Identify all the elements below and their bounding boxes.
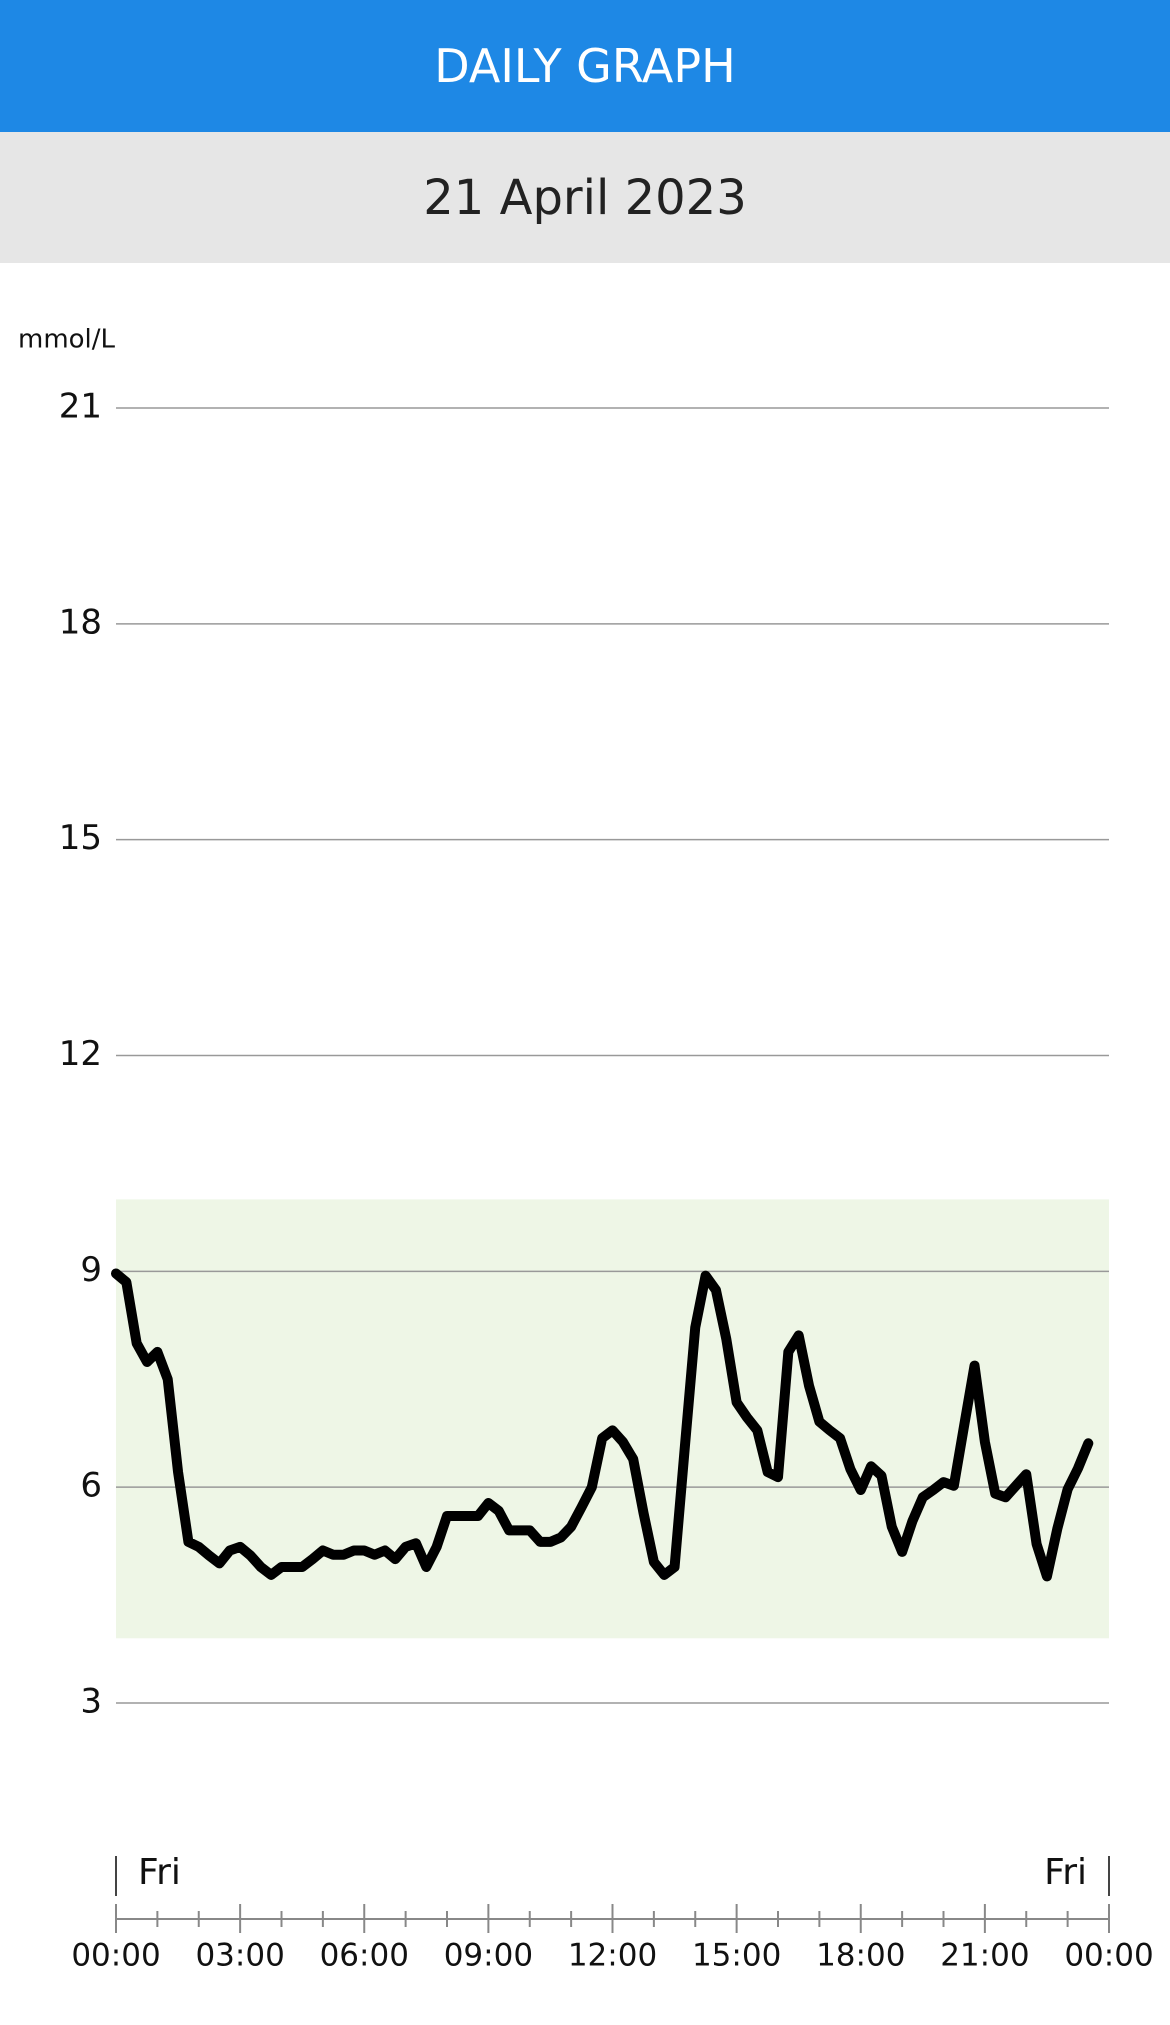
y-tick-label: 21	[59, 387, 102, 427]
y-tick-label: 18	[59, 602, 102, 642]
glucose-line	[111, 1268, 1094, 1582]
y-tick-label: 12	[59, 1034, 102, 1074]
y-axis-label: mmol/L	[18, 325, 116, 355]
date[interactable]: 21 April 2023	[0, 132, 1170, 263]
x-tick-label: 00:00	[1064, 1938, 1153, 1974]
x-tick-label: 03:00	[195, 1938, 284, 1974]
header-title: DAILY GRAPH	[0, 0, 1170, 132]
x-tick-label: 12:00	[568, 1938, 657, 1974]
day-label: Fri	[1044, 1852, 1087, 1893]
y-tick-label: 6	[80, 1466, 102, 1506]
x-tick-label: 06:00	[320, 1938, 409, 1974]
y-tick-label: 3	[80, 1682, 102, 1722]
x-tick-label: 09:00	[444, 1938, 533, 1974]
x-tick-label: 00:00	[71, 1938, 160, 1974]
x-tick-label: 15:00	[692, 1938, 781, 1974]
y-tick-label: 9	[80, 1250, 102, 1290]
chart: mmol/L 3 6 9 12 15 18 21 00:00 03:00 06:00 09:00 12…	[18, 325, 1154, 1974]
day-label: Fri	[138, 1852, 181, 1893]
y-tick-label: 15	[59, 818, 102, 858]
x-tick-label: 18:00	[816, 1938, 905, 1974]
x-tick-label: 21:00	[940, 1938, 1029, 1974]
